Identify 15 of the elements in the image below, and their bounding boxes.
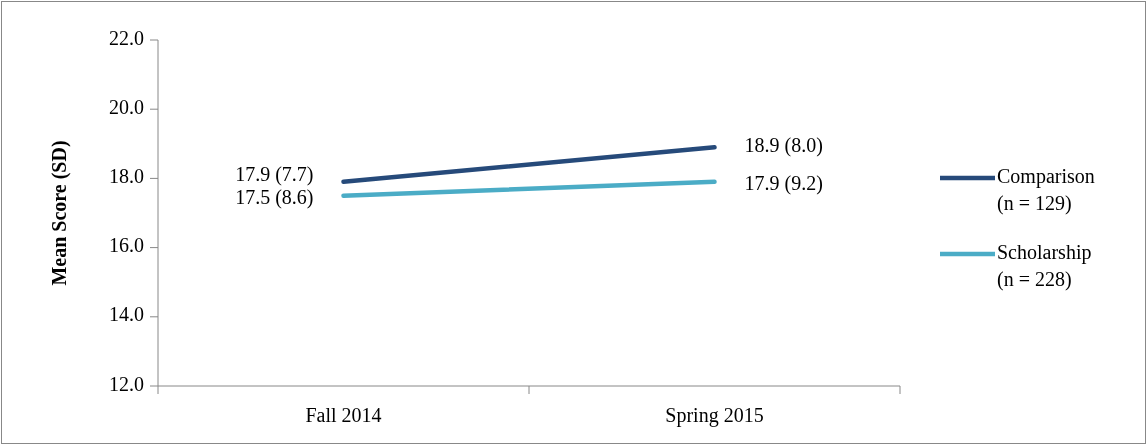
y-axis-title: Mean Score (SD)	[48, 140, 71, 286]
y-tick-label: 16.0	[109, 234, 144, 257]
x-tick-label: Spring 2015	[665, 404, 764, 427]
y-tick-label: 22.0	[109, 26, 144, 49]
x-tick-label: Fall 2014	[305, 404, 382, 426]
y-tick-label: 12.0	[109, 372, 144, 395]
data-label: 17.9 (9.2)	[744, 172, 823, 196]
y-tick-label: 18.0	[109, 164, 144, 187]
data-label: 17.5 (8.6)	[235, 186, 314, 210]
y-tick-label: 20.0	[109, 95, 144, 118]
data-label: 18.9 (8.0)	[744, 133, 823, 157]
data-label: 17.9 (7.7)	[235, 163, 314, 187]
y-tick-label: 14.0	[109, 303, 144, 326]
legend-label: Comparison (n = 129)	[997, 164, 1095, 215]
legend-label: Scholarship (n = 228)	[997, 240, 1092, 291]
